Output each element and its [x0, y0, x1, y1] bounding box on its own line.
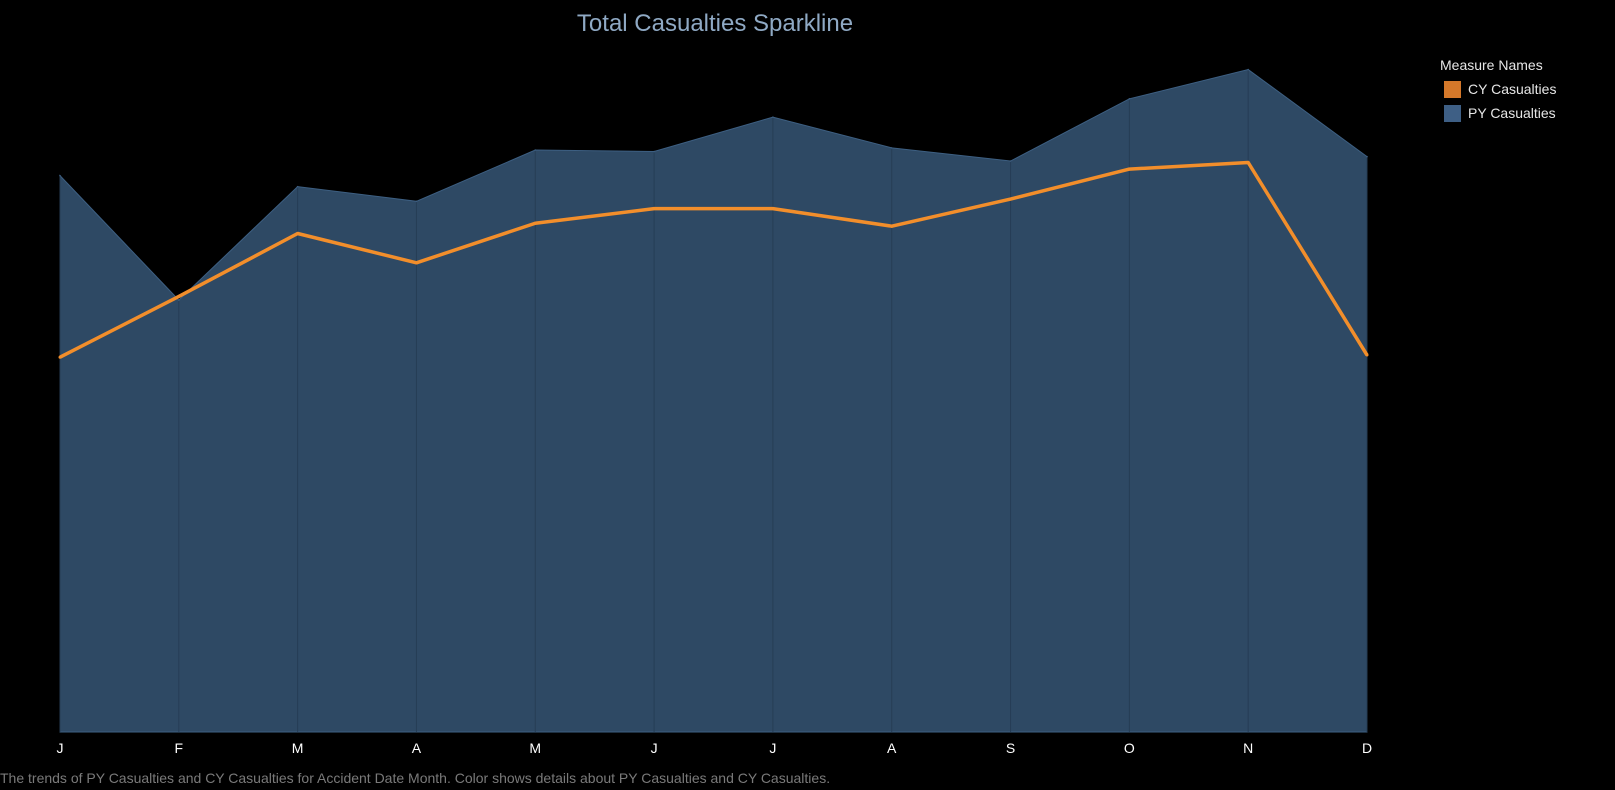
x-tick-label: M [292, 740, 304, 756]
py-point [653, 150, 655, 153]
legend-label-py: PY Casualties [1468, 105, 1556, 121]
legend: Measure Names CY Casualties PY Casualtie… [1440, 57, 1556, 125]
chart-title: Total Casualties Sparkline [576, 10, 854, 37]
cy-casualties-line [59, 160, 1369, 359]
py-point [296, 185, 299, 188]
x-tick-label: N [1243, 740, 1253, 756]
x-tick-label: J [769, 740, 776, 756]
py-point [772, 116, 774, 118]
cy-point [533, 221, 537, 225]
legend-item-py[interactable]: PY Casualties [1440, 101, 1556, 125]
cy-point [1246, 161, 1250, 165]
py-area-layer [59, 68, 1368, 733]
x-tick-label: S [1006, 740, 1015, 756]
x-tick-label: D [1362, 740, 1372, 756]
py-point [178, 299, 180, 301]
cy-point [296, 232, 300, 236]
legend-title: Measure Names [1440, 57, 1543, 73]
x-tick-label: A [887, 740, 897, 756]
py-point [890, 147, 893, 149]
cy-point [771, 207, 775, 211]
x-tick-label: M [529, 740, 541, 756]
py-point [59, 174, 61, 177]
py-point [1009, 160, 1012, 162]
cy-point [1127, 167, 1131, 171]
x-tick-label: J [57, 740, 64, 756]
cy-point [890, 224, 894, 228]
cy-line-layer [58, 160, 1369, 359]
legend-item-cy[interactable]: CY Casualties [1440, 77, 1556, 101]
legend-label-cy: CY Casualties [1468, 81, 1557, 97]
legend-swatch-py [1444, 104, 1461, 122]
cy-point [414, 261, 418, 265]
x-tick-label: F [175, 740, 184, 756]
py-casualties-area [59, 68, 1368, 733]
cy-point [177, 294, 181, 298]
py-point [1366, 155, 1368, 158]
py-point [534, 149, 537, 151]
cy-point [58, 355, 62, 359]
py-point [1128, 98, 1131, 100]
x-tick-label: A [412, 740, 422, 756]
x-tick-label: J [651, 740, 658, 756]
chart-caption: The trends of PY Casualties and CY Casua… [0, 770, 831, 786]
py-point [1247, 68, 1249, 71]
cy-point [1365, 353, 1369, 357]
legend-swatch-cy [1444, 80, 1461, 98]
py-point [415, 200, 418, 203]
cy-point [1009, 197, 1013, 201]
x-tick-label: O [1124, 740, 1135, 756]
cy-point [652, 207, 656, 211]
